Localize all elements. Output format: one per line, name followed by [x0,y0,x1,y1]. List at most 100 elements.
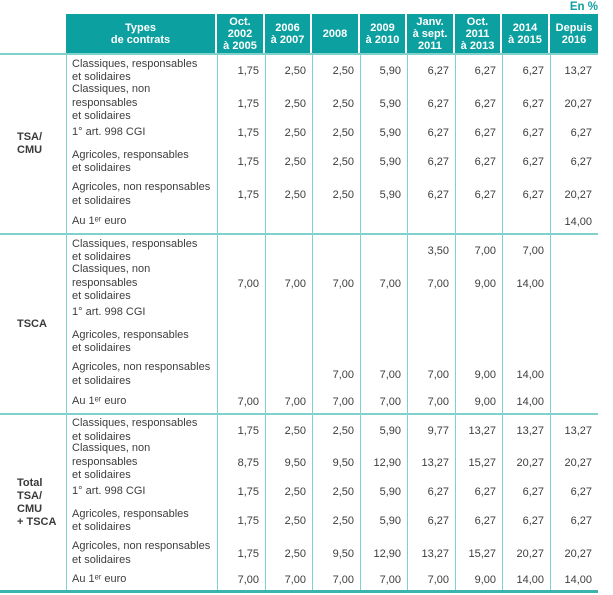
column-header-period: Oct. 2011 à 2013 [455,14,502,53]
rate-cell: 5,90 [360,413,407,446]
rate-cell: 13,27 [550,53,598,87]
rate-cell: 6,27 [407,178,455,211]
rate-cell: 13,27 [407,446,455,479]
rate-cell: 2,50 [312,413,360,446]
rate-cell: 6,27 [502,53,550,87]
rate-cell [265,300,312,326]
rate-cell: 15,27 [455,537,502,570]
row-label: Agricoles, responsables et solidaires [66,326,217,358]
rate-cell: 6,27 [455,53,502,87]
rate-cell [502,300,550,326]
rate-cell: 12,90 [360,537,407,570]
rate-cell [312,233,360,267]
rate-cell: 14,00 [502,570,550,590]
rate-cell [502,211,550,233]
row-label: Agricoles, responsables et solidaires [66,505,217,537]
rate-cell: 13,27 [502,413,550,446]
rate-cell [265,358,312,391]
rate-cell: 8,75 [217,446,265,479]
row-label: Agricoles, non responsables et solidaire… [66,537,217,570]
rate-cell [265,326,312,358]
rate-cell: 6,27 [502,120,550,146]
rate-cell: 2,50 [265,413,312,446]
rate-cell [550,300,598,326]
rate-cell [360,233,407,267]
rate-cell: 20,27 [550,446,598,479]
rate-cell: 20,27 [550,87,598,120]
rate-cell [265,211,312,233]
rate-cell: 6,27 [407,120,455,146]
rate-cell: 13,27 [455,413,502,446]
rate-cell: 9,00 [455,358,502,391]
rate-cell: 2,50 [312,53,360,87]
rate-cell: 2,50 [265,178,312,211]
column-header-period: 2008 [312,14,360,53]
rate-cell: 2,50 [312,87,360,120]
rate-cell: 7,00 [312,267,360,300]
row-label: Classiques, responsables et solidaires [66,53,217,87]
rate-cell: 5,90 [360,146,407,178]
rate-cell: 6,27 [407,479,455,505]
rate-cell [455,326,502,358]
rate-cell: 13,27 [407,537,455,570]
rate-cell: 1,75 [217,120,265,146]
rate-cell [360,300,407,326]
column-header-period: Depuis 2016 [550,14,598,53]
row-label: 1° art. 998 CGI [66,479,217,505]
rate-cell: 7,00 [360,267,407,300]
rate-cell: 2,50 [312,479,360,505]
rate-cell: 3,50 [407,233,455,267]
rate-cell: 2,50 [265,479,312,505]
rate-cell: 20,27 [502,537,550,570]
rate-cell: 1,75 [217,87,265,120]
rate-cell: 1,75 [217,413,265,446]
rate-cell: 14,00 [550,570,598,590]
column-header-period: Oct. 2002 à 2005 [217,14,265,53]
rate-cell: 7,00 [360,570,407,590]
rate-cell: 2,50 [265,53,312,87]
rate-cell: 6,27 [550,120,598,146]
column-header-period: 2006 à 2007 [265,14,312,53]
rate-cell: 5,90 [360,53,407,87]
rate-cell: 13,27 [550,413,598,446]
rate-cell: 2,50 [265,537,312,570]
rate-cell: 7,00 [407,267,455,300]
rate-cell: 9,50 [265,446,312,479]
rate-cell: 1,75 [217,505,265,537]
rate-cell: 5,90 [360,178,407,211]
rate-cell: 9,00 [455,570,502,590]
row-label: Classiques, responsables et solidaires [66,233,217,267]
unit-label: En % [569,1,598,13]
column-header-types: Types de contrats [66,14,217,53]
rate-cell: 2,50 [265,146,312,178]
rate-cell: 7,00 [265,391,312,413]
rate-cell: 9,50 [312,537,360,570]
rate-cell: 7,00 [312,358,360,391]
rate-cell: 2,50 [265,120,312,146]
rate-cell: 9,50 [312,446,360,479]
rate-cell: 5,90 [360,479,407,505]
rate-cell [455,300,502,326]
rate-cell [312,326,360,358]
rate-cell: 6,27 [455,146,502,178]
row-label: Au 1ᵉʳ euro [66,391,217,413]
rate-cell: 6,27 [502,479,550,505]
rate-cell: 7,00 [407,358,455,391]
rate-cell: 12,90 [360,446,407,479]
rate-cell: 20,27 [550,178,598,211]
rate-cell [360,211,407,233]
rate-cell: 6,27 [455,479,502,505]
rate-cell: 20,27 [502,446,550,479]
rate-cell: 7,00 [217,391,265,413]
rate-cell: 6,27 [455,505,502,537]
rate-cell: 6,27 [407,53,455,87]
row-label: Classiques, non responsables et solidair… [66,442,217,481]
rate-cell: 7,00 [312,391,360,413]
row-label: Agricoles, non responsables et solidaire… [66,358,217,391]
rate-cell: 9,00 [455,267,502,300]
rate-cell: 14,00 [502,267,550,300]
group-label: TSCA [0,233,66,413]
rate-cell: 7,00 [217,570,265,590]
rate-cell: 5,90 [360,87,407,120]
rate-cell: 5,90 [360,505,407,537]
